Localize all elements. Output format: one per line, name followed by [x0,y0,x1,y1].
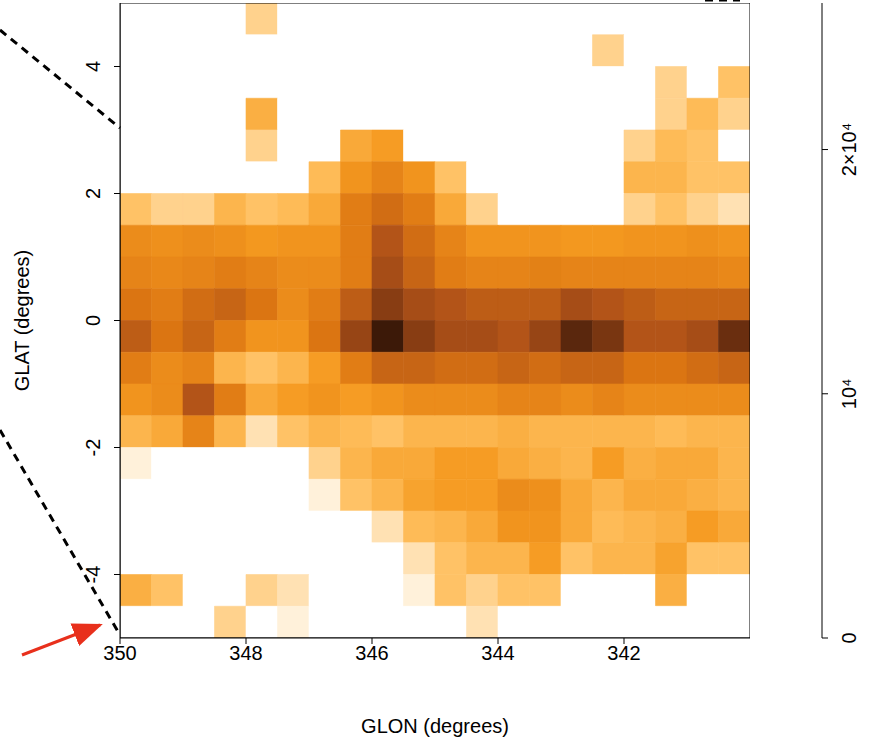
svg-text:350: 350 [103,642,136,664]
svg-text:GLON (degrees): GLON (degrees) [361,715,509,737]
svg-text:348: 348 [229,642,262,664]
svg-text:GLAT (degrees): GLAT (degrees) [11,250,33,392]
svg-text:0: 0 [838,632,860,643]
svg-text:10⁴: 10⁴ [838,378,860,409]
svg-text:0: 0 [82,315,104,326]
svg-text:342: 342 [607,642,640,664]
svg-text:-4: -4 [82,566,104,584]
svg-text:344: 344 [481,642,514,664]
svg-text:346: 346 [355,642,388,664]
svg-text:-2: -2 [82,439,104,457]
svg-text:4: 4 [82,61,104,72]
svg-text:2×10⁴: 2×10⁴ [838,123,860,177]
svg-text:2: 2 [82,188,104,199]
